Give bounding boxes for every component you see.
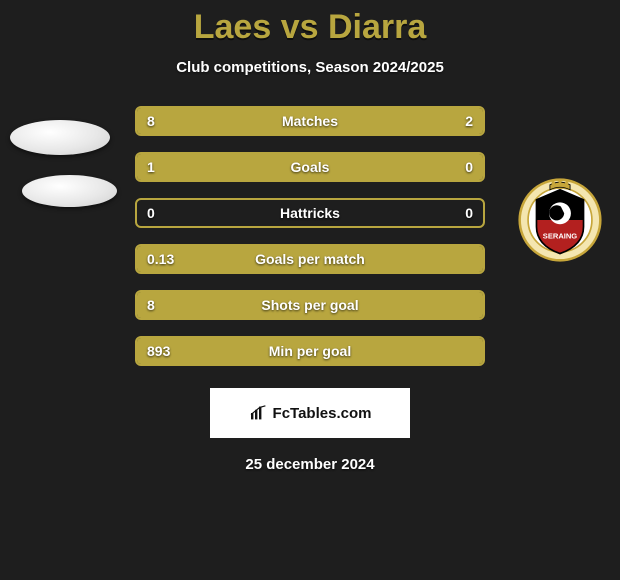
brand-text: FcTables.com [273, 405, 372, 422]
stat-label: Matches [137, 113, 483, 129]
stat-label: Goals per match [137, 251, 483, 267]
page-title: Laes vs Diarra [0, 0, 620, 47]
svg-text:SERAING: SERAING [543, 231, 578, 240]
stat-row-min-per-goal: 893 Min per goal [135, 336, 485, 366]
stat-row-hattricks: 0 Hattricks 0 [135, 198, 485, 228]
stat-row-goals: 1 Goals 0 [135, 152, 485, 182]
brand-footer[interactable]: FcTables.com [210, 388, 410, 438]
player-right-club-crest: SERAING [518, 178, 602, 262]
stat-row-matches: 8 Matches 2 [135, 106, 485, 136]
stat-row-goals-per-match: 0.13 Goals per match [135, 244, 485, 274]
stat-label: Shots per goal [137, 297, 483, 313]
player-left-club-placeholder [22, 175, 117, 207]
chart-icon [249, 405, 269, 421]
stat-right-value: 2 [465, 113, 473, 129]
stat-right-value: 0 [465, 159, 473, 175]
player-left-avatar-placeholder [10, 120, 110, 155]
stat-right-value: 0 [465, 205, 473, 221]
page-subtitle: Club competitions, Season 2024/2025 [0, 59, 620, 76]
stats-container: 8 Matches 2 1 Goals 0 0 Hattricks 0 0.13… [135, 106, 485, 366]
date-text: 25 december 2024 [0, 456, 620, 473]
stat-row-shots-per-goal: 8 Shots per goal [135, 290, 485, 320]
stat-label: Goals [137, 159, 483, 175]
stat-label: Min per goal [137, 343, 483, 359]
stat-label: Hattricks [137, 205, 483, 221]
